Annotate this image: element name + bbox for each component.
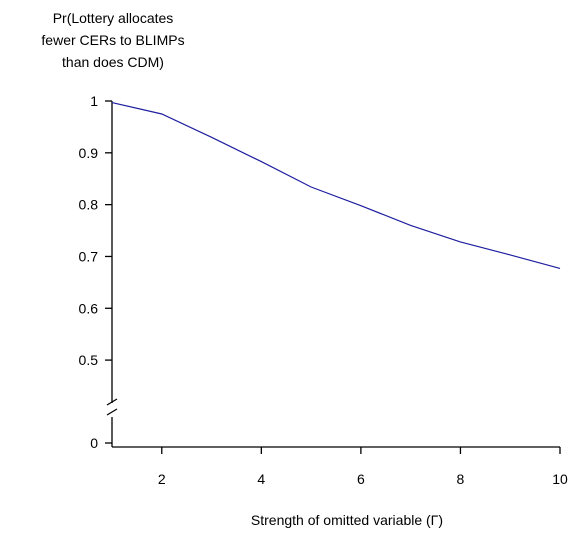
x-tick-label: 2: [158, 471, 166, 487]
y-tick-label: 0.5: [79, 352, 99, 368]
x-tick-label: 8: [457, 471, 465, 487]
axis-break-mark: [106, 408, 118, 416]
x-axis-label: Strength of omitted variable (Γ): [251, 512, 443, 528]
axis-break-mark: [106, 398, 118, 406]
y-tick-label: 1: [90, 93, 98, 109]
x-tick-label: 4: [257, 471, 265, 487]
y-axis-label-line: Pr(Lottery allocates: [53, 10, 174, 26]
axes: [106, 101, 560, 448]
series: [111, 102, 561, 269]
x-tick-label: 10: [552, 471, 568, 487]
y-tick-label: 0.6: [79, 300, 99, 316]
tick-labels: 2 4 6 8 10 1 0.9 0.8 0.7 0.6 0.5 0: [79, 93, 568, 487]
y-tick-label: 0.7: [79, 248, 99, 264]
series-line: [111, 102, 561, 269]
y-axis-label: Pr(Lottery allocates fewer CERs to BLIMPs…: [41, 10, 184, 70]
y-axis-label-line: fewer CERs to BLIMPs: [41, 32, 184, 48]
x-tick-label: 6: [357, 471, 365, 487]
y-tick-label: 0.9: [79, 145, 99, 161]
y-axis-label-line: than does CDM): [62, 54, 164, 70]
y-tick-label: 0: [90, 435, 98, 451]
y-tick-label: 0.8: [79, 197, 99, 213]
